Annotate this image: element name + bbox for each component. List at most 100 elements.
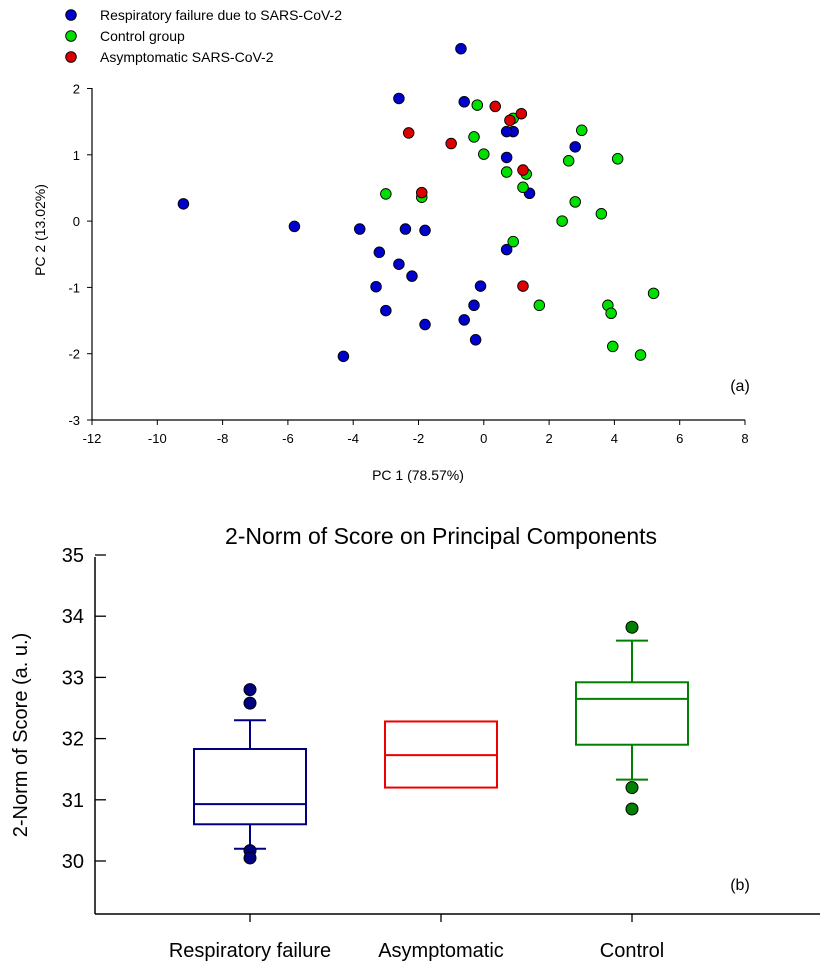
point-control-group [611,153,624,165]
legend-label: Respiratory failure due to SARS-CoV-2 [100,7,342,23]
point-control-group [562,155,575,167]
point-respiratory-failure [288,220,301,233]
y-tick-label: 2 [73,82,80,97]
point-control-group [517,181,529,194]
legend-marker [65,9,77,21]
point-respiratory-failure [177,198,190,210]
outlier-point [243,851,257,865]
point-asymptomatic-sars [515,107,528,120]
pca-scatter-panel: Respiratory failure due to SARS-CoV-2 Con… [32,7,750,483]
point-control-group [569,196,581,208]
scatter-axes [91,88,745,421]
y-tick-label: 31 [62,790,84,812]
point-respiratory-failure [474,280,487,292]
point-asymptomatic-sars [504,114,516,127]
point-control-group [507,235,519,248]
point-respiratory-failure [455,42,467,55]
point-control-group [607,340,619,353]
point-control-group [605,307,617,320]
point-respiratory-failure [419,224,431,237]
x-tick-label: -10 [148,431,167,446]
legend-label: Asymptomatic SARS-CoV-2 [100,49,274,65]
point-asymptomatic-sars [517,164,529,176]
x-tick-label: 6 [676,431,683,446]
scatter-y-axis-label: PC 2 (13.02%) [32,184,48,276]
box-plot-x-ticks: Respiratory failure Asymptomatic Control [169,914,664,962]
x-tick-label-control: Control [600,940,664,962]
outlier-point [625,620,639,634]
y-tick-label: -2 [68,347,80,362]
point-asymptomatic-sars [445,137,457,150]
point-control-group [468,131,480,143]
point-control-group [647,287,660,300]
point-respiratory-failure [353,223,366,235]
x-tick-label: -4 [347,431,359,446]
x-tick-label: 8 [741,431,748,446]
point-control-group [634,349,647,361]
point-control-group [500,166,513,178]
scatter-y-ticks: -3 -2 -1 0 1 2 [68,82,92,428]
point-control-group [380,188,392,200]
point-control-group [556,215,568,227]
box-plot-title: 2-Norm of Score on Principal Components [225,523,657,549]
point-respiratory-failure [419,318,431,331]
point-respiratory-failure [406,270,418,282]
point-respiratory-failure [500,243,513,256]
x-tick-label-respiratory-failure: Respiratory failure [169,940,331,962]
y-tick-label: 30 [62,851,84,873]
box-plot-y-ticks: 30 31 32 33 34 35 [62,545,106,873]
outlier-point [625,802,639,816]
legend-marker [65,51,77,63]
point-respiratory-failure [370,280,382,293]
scatter-points [177,42,660,363]
scatter-x-axis-label: PC 1 (78.57%) [372,467,464,483]
box-plot-y-axis-label: 2-Norm of Score (a. u.) [10,633,32,838]
scatter-legend: Respiratory failure due to SARS-CoV-2 Con… [65,7,342,65]
x-tick-label: -8 [217,431,229,446]
point-asymptomatic-sars [416,186,428,199]
outlier-point [243,683,257,697]
point-control-group [471,99,484,111]
point-respiratory-failure [399,223,412,235]
outlier-point [625,781,639,795]
interquartile-box [575,681,689,746]
y-tick-label: -3 [68,413,80,428]
x-tick-label: 4 [611,431,618,446]
y-tick-label: 34 [62,606,84,628]
point-control-group [595,208,608,220]
point-asymptomatic-sars [489,100,501,113]
x-tick-label: -2 [413,431,425,446]
box-plot-boxes [193,620,689,865]
point-respiratory-failure [458,96,470,108]
legend-label: Control group [100,28,185,44]
point-respiratory-failure [373,246,386,259]
y-tick-label: -1 [68,280,80,295]
point-asymptomatic-sars [517,280,529,292]
point-respiratory-failure [380,304,392,317]
point-control-group [478,148,490,160]
box-control [575,620,689,816]
y-tick-label: 0 [73,214,80,229]
point-respiratory-failure [469,334,482,346]
x-tick-label: -6 [282,431,294,446]
point-asymptomatic-sars [402,127,415,139]
scatter-x-ticks: -12 -10 -8 -6 -4 -2 0 2 4 6 8 [83,420,749,446]
box-asymptomatic [384,720,498,789]
interquartile-box [193,748,307,826]
y-tick-label: 32 [62,729,84,751]
scatter-panel-label: (a) [730,378,750,395]
point-control-group [576,124,588,137]
point-respiratory-failure [393,92,405,105]
x-tick-label: -12 [83,431,102,446]
point-respiratory-failure [393,258,405,270]
x-tick-label: 2 [545,431,552,446]
point-respiratory-failure [458,314,470,326]
point-control-group [533,299,546,312]
x-tick-label: 0 [480,431,487,446]
point-respiratory-failure [468,299,480,312]
box-plot-panel-label: (b) [730,877,750,894]
y-tick-label: 33 [62,667,84,689]
point-respiratory-failure [337,350,350,363]
box-respiratory-failure [193,683,307,865]
